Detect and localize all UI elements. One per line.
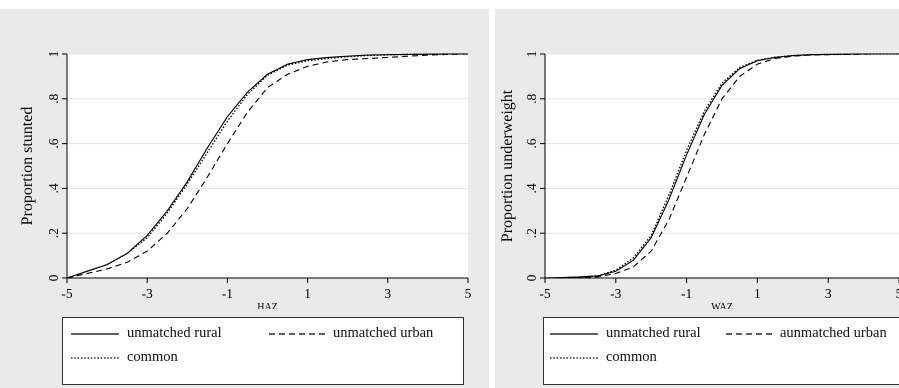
right-chart-panel: 0 .2 .4 .6 .8 1 -5 -3 -1 1 3 5 WAZ Proportion underwe… bbox=[495, 9, 899, 388]
left-chart-panel: 0 .2 .4 .6 .8 1 -5 -3 -1 1 3 5 HAZ Proportion stunted… bbox=[0, 9, 489, 388]
legend-label: common bbox=[127, 349, 178, 365]
legend-entry-common: common bbox=[71, 349, 178, 366]
y-tick-label: .8 bbox=[46, 93, 61, 103]
plot-area bbox=[67, 54, 468, 278]
x-tick-label: 3 bbox=[825, 286, 832, 301]
y-tick-label: 1 bbox=[524, 51, 539, 58]
legend-entry-unmatched-rural: unmatched rural bbox=[550, 325, 701, 342]
legend-right: unmatched rural aunmatched urban common bbox=[543, 317, 899, 385]
y-axis-title: Proportion underweight bbox=[499, 89, 516, 242]
x-tick-label: -3 bbox=[610, 286, 621, 301]
y-tick-label: .2 bbox=[46, 228, 61, 238]
dotted-line-swatch bbox=[71, 356, 119, 359]
series-line-common bbox=[544, 53, 899, 279]
dashed-line-swatch bbox=[726, 332, 772, 335]
legend-label: common bbox=[606, 349, 657, 365]
legend-label: unmatched rural bbox=[606, 325, 701, 341]
y-tick-label: 0 bbox=[46, 274, 61, 281]
x-tick-label: 5 bbox=[896, 286, 899, 301]
underweight-chart: 0 .2 .4 .6 .8 1 -5 -3 -1 1 3 5 WAZ Proportion underwe… bbox=[499, 51, 899, 309]
y-tick-label: .2 bbox=[524, 228, 539, 238]
dashed-line-swatch bbox=[269, 332, 325, 335]
solid-line-swatch bbox=[71, 332, 119, 335]
legend-entry-unmatched-urban: unmatched urban bbox=[269, 325, 433, 342]
legend-entry-aunmatched-urban: aunmatched urban bbox=[726, 325, 887, 342]
y-tick-label: .4 bbox=[524, 183, 539, 193]
series-line-common bbox=[66, 53, 468, 279]
y-tick-label: 0 bbox=[524, 274, 539, 281]
x-tick-label: -3 bbox=[142, 286, 153, 301]
x-tick-label: 5 bbox=[465, 286, 472, 301]
x-tick-label: -5 bbox=[61, 286, 72, 301]
legend-left: unmatched rural unmatched urban common bbox=[62, 317, 464, 385]
x-tick-label: -5 bbox=[539, 286, 550, 301]
y-tick-label: .4 bbox=[46, 183, 61, 193]
legend-entry-unmatched-rural: unmatched rural bbox=[71, 325, 222, 342]
plot-area bbox=[545, 54, 899, 278]
y-tick-label: .8 bbox=[524, 93, 539, 103]
x-axis-title: WAZ bbox=[711, 302, 733, 309]
x-axis-title: HAZ bbox=[257, 302, 278, 309]
legend-label: unmatched rural bbox=[127, 325, 222, 341]
y-tick-label: .6 bbox=[46, 138, 61, 148]
solid-line-swatch bbox=[550, 332, 598, 335]
x-tick-label: 1 bbox=[754, 286, 761, 301]
legend-label: unmatched urban bbox=[333, 325, 434, 341]
legend-label: aunmatched urban bbox=[780, 325, 887, 341]
stunted-chart: 0 .2 .4 .6 .8 1 -5 -3 -1 1 3 5 HAZ Proportion stunted bbox=[19, 51, 472, 309]
x-tick-label: -1 bbox=[681, 286, 692, 301]
y-tick-label: .6 bbox=[524, 138, 539, 148]
legend-entry-common: common bbox=[550, 349, 657, 366]
y-axis-title: Proportion stunted bbox=[19, 107, 36, 226]
x-tick-label: 1 bbox=[304, 286, 311, 301]
y-tick-label: 1 bbox=[46, 51, 61, 58]
x-tick-label: 3 bbox=[384, 286, 391, 301]
dotted-line-swatch bbox=[550, 356, 598, 359]
x-tick-label: -1 bbox=[222, 286, 233, 301]
